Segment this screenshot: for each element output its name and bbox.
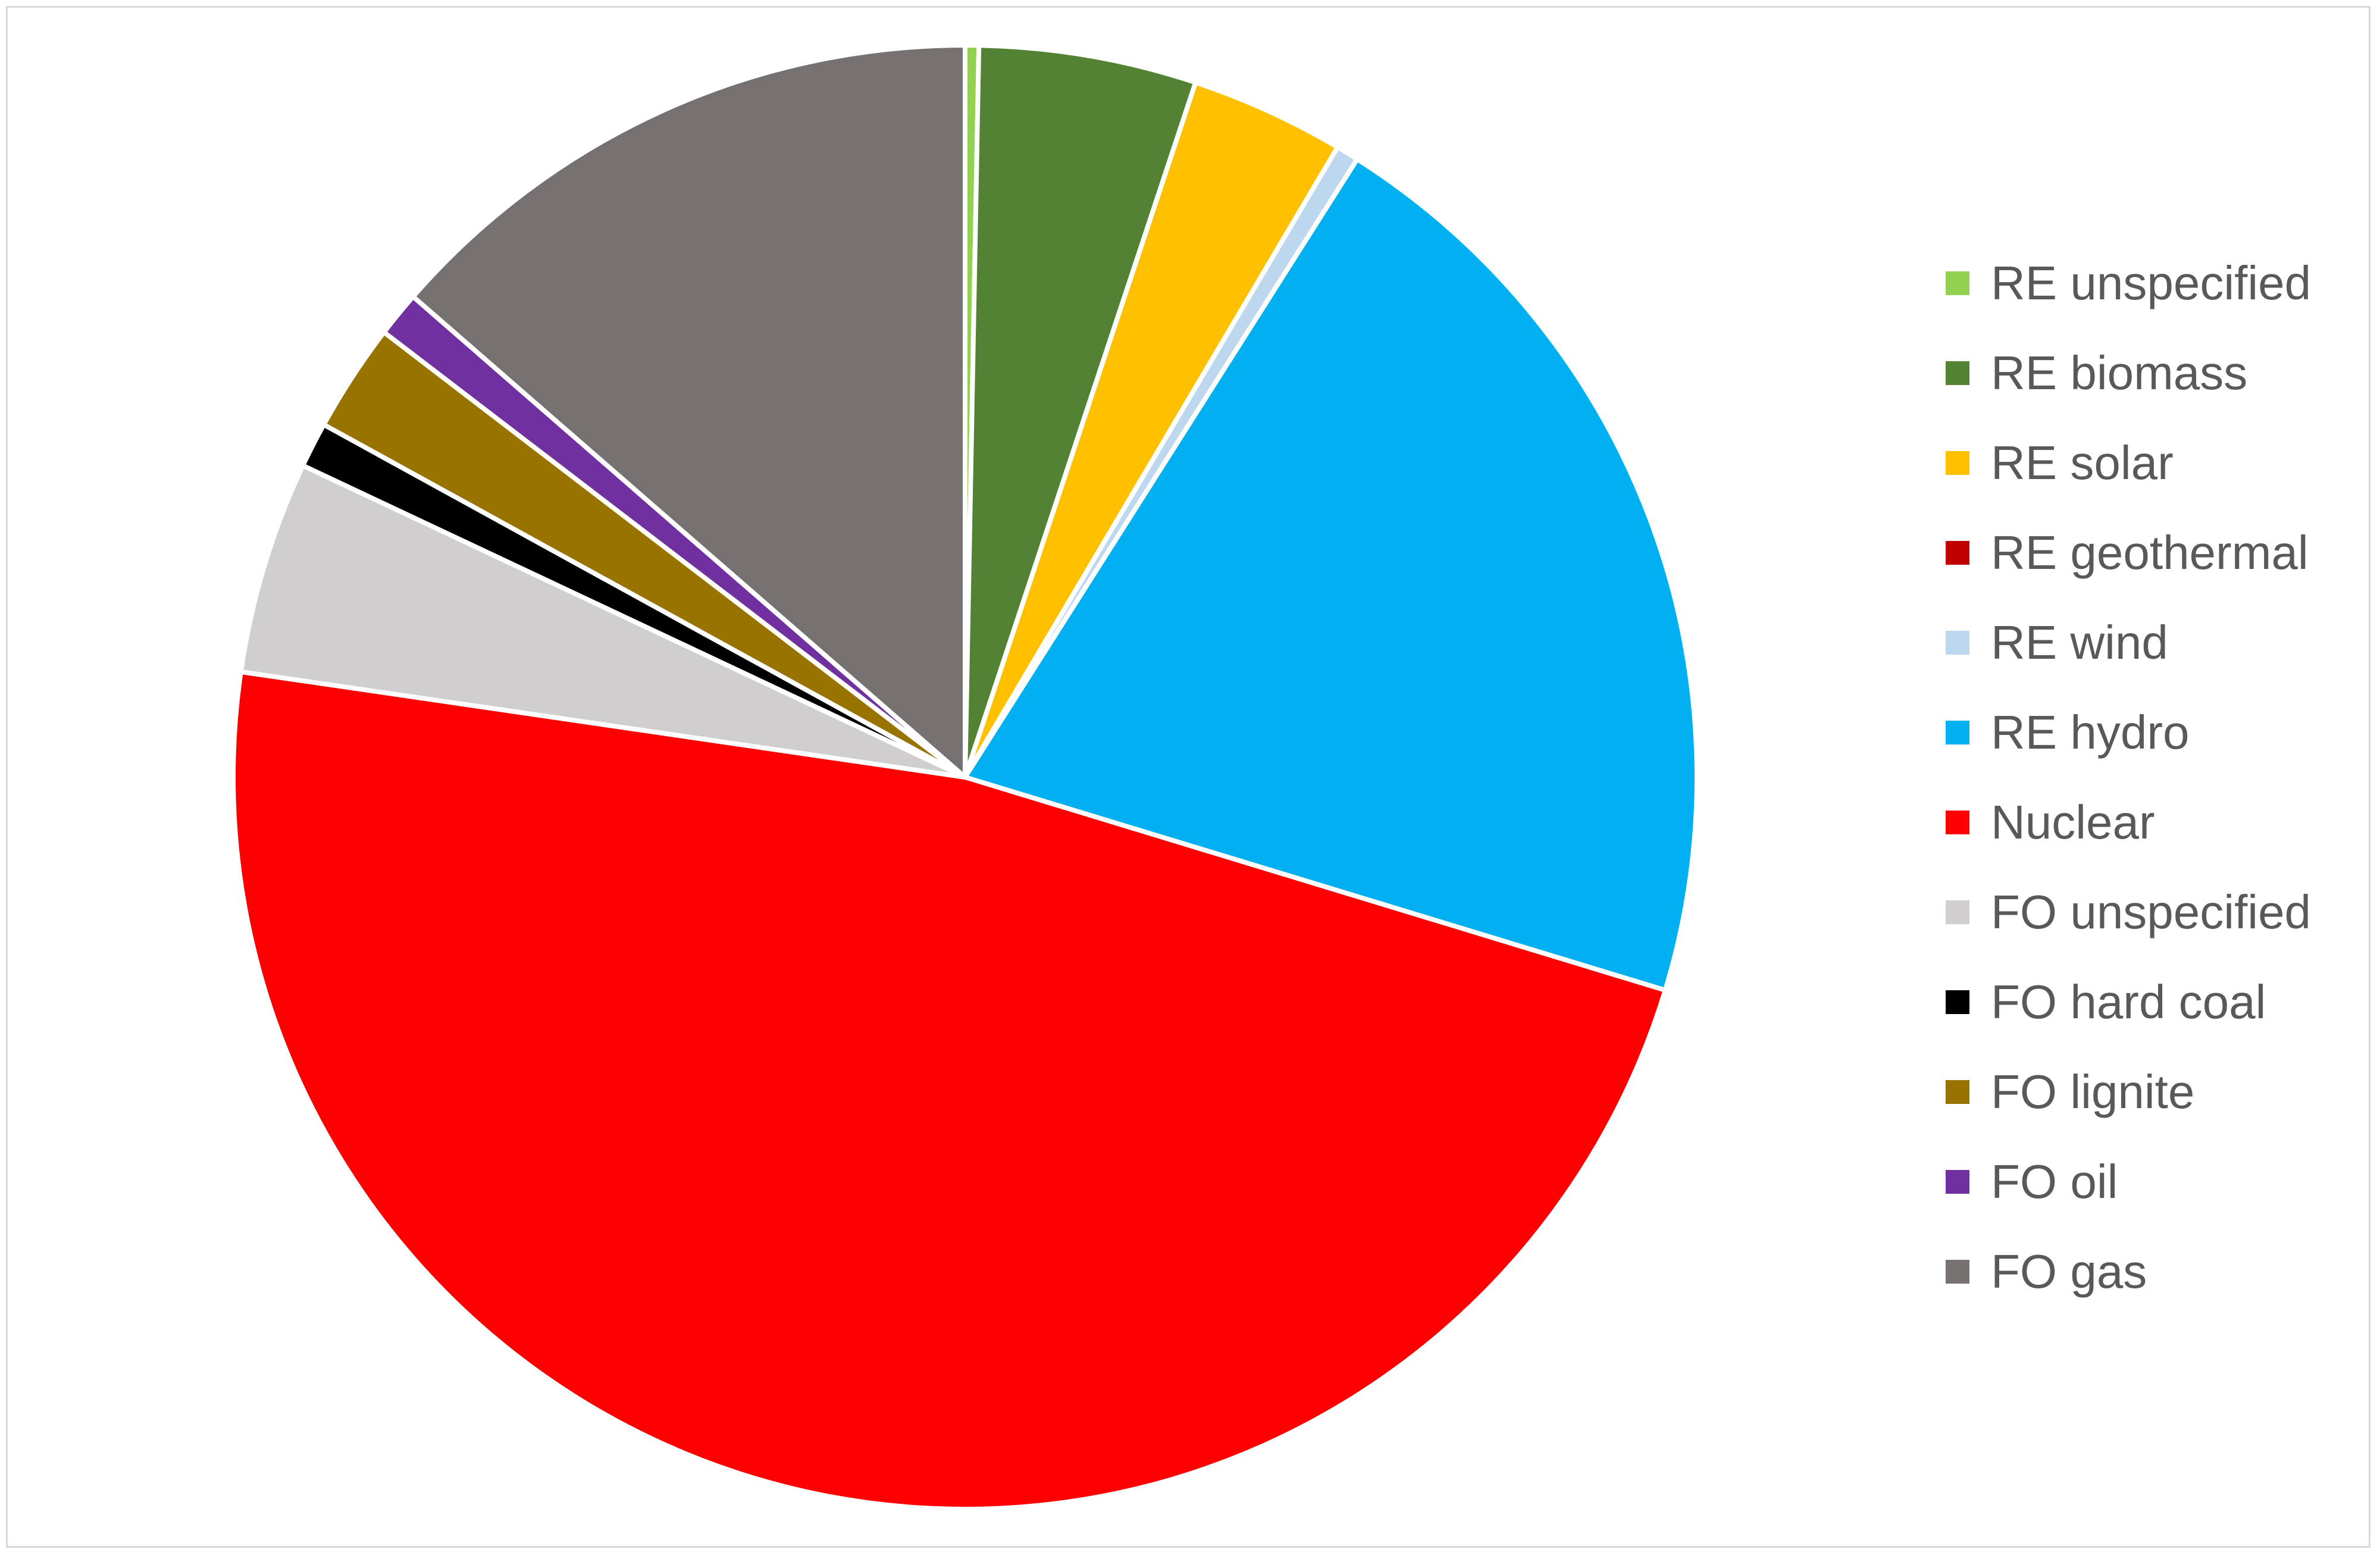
- pie-slice-re-hydro: [963, 157, 1699, 993]
- chart-frame: [6, 6, 2370, 1548]
- legend-label: Nuclear: [1991, 796, 2155, 849]
- pie-slice-fo-gas: [411, 43, 967, 780]
- legend-swatch: [1946, 1080, 1969, 1104]
- legend-item: FO oil: [1946, 1152, 2118, 1212]
- legend-label: FO unspecified: [1991, 886, 2312, 938]
- legend-label: FO hard coal: [1991, 975, 2266, 1028]
- legend-label: RE biomass: [1991, 346, 2248, 399]
- legend-label: RE solar: [1991, 436, 2174, 489]
- legend-swatch: [1946, 451, 1969, 475]
- legend-item: RE unspecified: [1946, 254, 2311, 313]
- legend-item: RE hydro: [1946, 703, 2189, 762]
- legend-label: FO gas: [1991, 1245, 2147, 1298]
- legend-item: FO lignite: [1946, 1062, 2194, 1122]
- legend-item: RE wind: [1946, 613, 2168, 672]
- legend-item: FO hard coal: [1946, 972, 2266, 1032]
- legend-swatch: [1946, 1170, 1969, 1194]
- legend-swatch: [1946, 1260, 1969, 1284]
- legend-label: RE wind: [1991, 616, 2168, 669]
- legend-item: RE solar: [1946, 433, 2174, 493]
- pie-slice-re-solar: [963, 80, 1341, 780]
- pie-slice-fo-unspecified: [238, 463, 967, 780]
- legend-item: RE biomass: [1946, 343, 2247, 403]
- legend-item: FO gas: [1946, 1242, 2147, 1301]
- legend-label: RE geothermal: [1991, 526, 2309, 579]
- legend-item: RE geothermal: [1946, 523, 2309, 583]
- legend-item: FO unspecified: [1946, 883, 2311, 942]
- legend-swatch: [1946, 811, 1969, 834]
- pie-slice-nuclear: [231, 669, 1668, 1512]
- legend-swatch: [1946, 990, 1969, 1014]
- legend-label: RE unspecified: [1991, 256, 2312, 309]
- pie-slice-re-biomass: [963, 43, 1198, 780]
- legend-swatch: [1946, 900, 1969, 924]
- legend-swatch: [1946, 541, 1969, 565]
- legend-swatch: [1946, 361, 1969, 385]
- legend-label: FO oil: [1991, 1155, 2118, 1208]
- legend-label: FO lignite: [1991, 1065, 2195, 1118]
- legend-swatch: [1946, 631, 1969, 655]
- legend-label: RE hydro: [1991, 706, 2190, 759]
- legend-swatch: [1946, 721, 1969, 744]
- legend-item: Nuclear: [1946, 793, 2155, 852]
- legend-swatch: [1946, 271, 1969, 295]
